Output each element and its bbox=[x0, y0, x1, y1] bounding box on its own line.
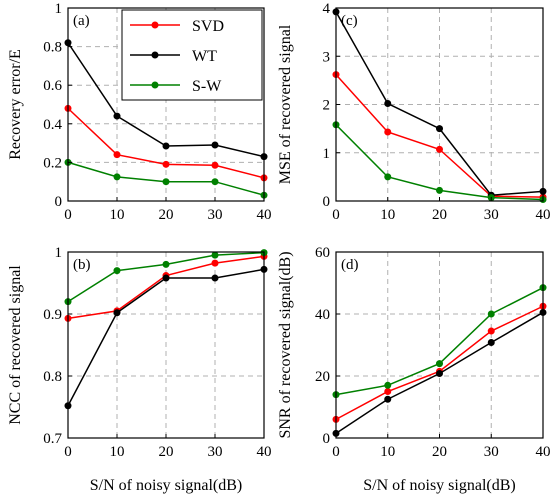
data-point-svd bbox=[384, 128, 392, 136]
x-axis-label: S/N of noisy signal(dB) bbox=[90, 477, 242, 494]
y-axis-label: SNR of recovered signal(dB) bbox=[277, 251, 294, 438]
x-tick-label: 20 bbox=[432, 444, 447, 460]
data-point-s-w bbox=[162, 260, 170, 268]
panel-label: (d) bbox=[341, 257, 359, 273]
x-tick-label: 40 bbox=[536, 207, 550, 223]
data-point-wt bbox=[113, 309, 121, 317]
data-point-s-w bbox=[113, 267, 121, 275]
data-point-wt bbox=[211, 141, 219, 149]
x-axis-label: S/N of noisy signal(dB) bbox=[363, 477, 515, 494]
chart-panel-2: 0 10 20 30 40 0.7 0.8 0.9 1 (b) NCC of recovered s… bbox=[7, 245, 272, 494]
data-point-svd bbox=[436, 145, 443, 153]
y-tick-label: 4 bbox=[323, 1, 331, 17]
chart-panel-0: 0 10 20 30 40 0 0.2 0.4 0.6 0.8 1 (a) Recovery error… bbox=[7, 1, 272, 223]
data-point-wt bbox=[487, 339, 495, 347]
data-point-svd bbox=[113, 151, 121, 159]
y-tick-label: 0.2 bbox=[43, 155, 62, 171]
y-tick-label: 1 bbox=[323, 146, 331, 162]
data-point-svd bbox=[384, 388, 392, 395]
y-tick-label: 0 bbox=[323, 431, 331, 447]
legend-marker-wt bbox=[151, 51, 159, 59]
legend-label-svd: SVD bbox=[192, 18, 224, 35]
y-axis-label: Recovery error/E bbox=[7, 49, 24, 160]
data-point-s-w bbox=[162, 178, 170, 186]
x-tick-label: 10 bbox=[110, 207, 125, 223]
y-tick-label: 0.6 bbox=[43, 78, 62, 94]
y-tick-label: 0 bbox=[55, 194, 63, 210]
data-point-wt bbox=[113, 112, 121, 120]
y-tick-label: 0 bbox=[323, 194, 331, 210]
x-tick-label: 30 bbox=[484, 444, 499, 460]
y-tick-label: 0.4 bbox=[43, 117, 62, 133]
legend: SVD WT S-W bbox=[121, 9, 263, 101]
y-tick-label: 2 bbox=[323, 98, 331, 114]
chart-panel-1: 0 10 20 30 40 0 1 2 3 4 (c) MSE of recovered signal bbox=[277, 1, 550, 223]
data-point-svd bbox=[162, 160, 170, 168]
x-tick-label: 30 bbox=[208, 444, 223, 460]
panel-label: (a) bbox=[73, 13, 90, 29]
x-tick-label: 40 bbox=[257, 207, 272, 223]
data-point-wt bbox=[384, 395, 392, 403]
x-tick-label: 30 bbox=[484, 207, 499, 223]
legend-marker-s-w bbox=[151, 81, 159, 89]
data-point-s-w bbox=[113, 173, 121, 181]
y-tick-label: 40 bbox=[315, 307, 330, 323]
data-point-wt bbox=[162, 142, 170, 150]
data-point-s-w bbox=[211, 251, 219, 259]
data-point-s-w bbox=[211, 178, 219, 186]
data-point-wt bbox=[211, 274, 219, 282]
x-tick-label: 0 bbox=[64, 207, 72, 223]
data-point-s-w bbox=[436, 186, 443, 194]
data-point-s-w bbox=[384, 173, 392, 181]
panel-label: (b) bbox=[73, 257, 91, 273]
data-point-svd bbox=[487, 327, 495, 335]
legend-label-s-w: S-W bbox=[192, 78, 222, 95]
x-tick-label: 10 bbox=[380, 444, 395, 460]
x-tick-label: 10 bbox=[110, 444, 125, 460]
y-axis-label: NCC of recovered signal bbox=[7, 265, 24, 425]
data-point-s-w bbox=[487, 310, 495, 318]
data-point-s-w bbox=[384, 381, 392, 389]
x-tick-label: 0 bbox=[64, 444, 72, 460]
x-tick-label: 10 bbox=[380, 207, 395, 223]
y-tick-label: 1 bbox=[55, 1, 63, 17]
x-tick-label: 20 bbox=[432, 207, 447, 223]
x-tick-label: 20 bbox=[159, 444, 174, 460]
panel-label: (c) bbox=[341, 13, 358, 29]
y-tick-label: 3 bbox=[323, 49, 331, 65]
data-point-svd bbox=[211, 161, 219, 169]
data-point-wt bbox=[162, 274, 170, 282]
y-tick-label: 1 bbox=[55, 245, 63, 261]
x-tick-label: 30 bbox=[208, 207, 223, 223]
legend-label-wt: WT bbox=[192, 48, 217, 65]
legend-marker-svd bbox=[151, 21, 159, 29]
data-point-wt bbox=[436, 125, 443, 133]
chart-panel-3: 0 10 20 30 40 0 20 40 60 (d) SNR of recovered sign… bbox=[277, 245, 550, 494]
y-tick-label: 0.9 bbox=[43, 307, 62, 323]
data-point-wt bbox=[384, 100, 392, 108]
data-point-wt bbox=[436, 370, 443, 378]
y-axis-label: MSE of recovered signal bbox=[277, 24, 294, 184]
y-tick-label: 20 bbox=[315, 369, 330, 385]
x-tick-label: 40 bbox=[536, 444, 550, 460]
y-tick-label: 0.8 bbox=[43, 40, 62, 56]
x-tick-label: 0 bbox=[332, 207, 340, 223]
y-tick-label: 0.8 bbox=[43, 369, 62, 385]
data-point-s-w bbox=[436, 360, 443, 368]
x-tick-label: 0 bbox=[332, 444, 340, 460]
x-tick-label: 40 bbox=[257, 444, 272, 460]
y-tick-label: 0.7 bbox=[43, 431, 62, 447]
x-tick-label: 20 bbox=[159, 207, 174, 223]
data-point-svd bbox=[211, 259, 219, 267]
y-tick-label: 60 bbox=[315, 245, 330, 261]
